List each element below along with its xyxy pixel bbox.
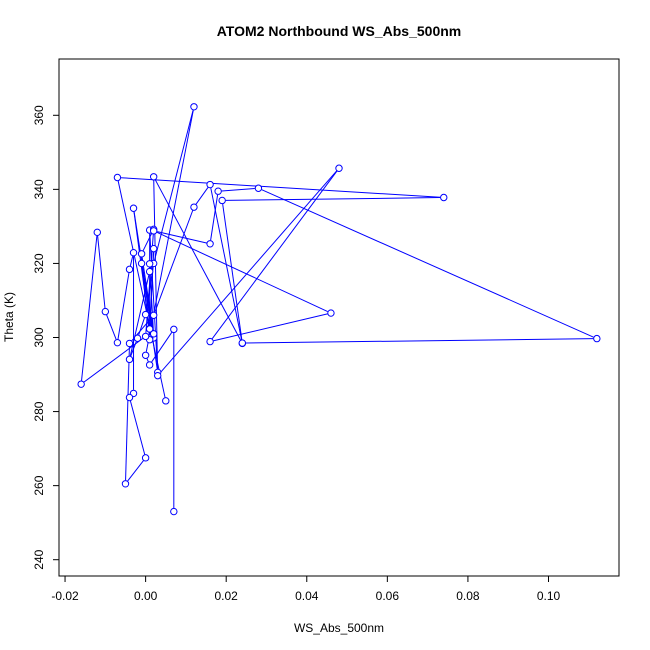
y-tick-label: 280 xyxy=(32,401,46,421)
series-line-segment xyxy=(154,179,242,341)
series-line-segment xyxy=(83,338,144,383)
data-point xyxy=(214,187,222,195)
series-line-segment xyxy=(222,203,243,340)
y-tick-label: 340 xyxy=(32,179,46,199)
data-point xyxy=(145,361,154,369)
x-tick-label: 0.10 xyxy=(537,589,561,603)
series-line-segment xyxy=(81,235,98,381)
y-axis-label: Theta (K) xyxy=(2,292,16,342)
data-point xyxy=(137,250,146,258)
series-line-segment xyxy=(159,170,338,374)
x-axis-label: WS_Abs_500nm xyxy=(294,621,384,635)
series-line-segment xyxy=(141,266,150,335)
data-point xyxy=(149,244,158,253)
data-point xyxy=(170,325,178,334)
data-point xyxy=(145,325,154,333)
data-point xyxy=(238,339,247,347)
data-point xyxy=(145,267,154,276)
series-line-segment xyxy=(117,272,130,340)
data-point xyxy=(125,339,134,348)
series-line-segment xyxy=(149,233,159,369)
data-point xyxy=(327,309,335,317)
series-line-segment xyxy=(157,231,207,244)
x-tick-label: 0.08 xyxy=(456,589,480,603)
data-point xyxy=(125,355,134,364)
data-point xyxy=(113,173,122,182)
data-point xyxy=(206,180,214,189)
x-tick-label: -0.02 xyxy=(51,589,79,603)
data-point xyxy=(137,259,146,268)
plot-area xyxy=(77,103,601,516)
data-point xyxy=(141,454,150,462)
series-line-segment xyxy=(127,460,144,482)
series-line-segment xyxy=(117,180,166,398)
series-line-segment xyxy=(154,210,194,313)
data-point xyxy=(133,334,142,342)
series-line-segment xyxy=(106,314,117,340)
x-tick-label: 0.00 xyxy=(134,589,158,603)
data-point xyxy=(77,380,85,388)
series-line-segment xyxy=(129,256,134,266)
data-point xyxy=(149,227,158,235)
y-tick-label: 300 xyxy=(32,327,46,347)
x-axis: -0.02 0.00 0.02 0.04 0.06 0.08 0.10 xyxy=(51,575,561,603)
data-point xyxy=(125,393,134,402)
series-line-segment xyxy=(225,197,441,201)
series-line-segment xyxy=(97,235,106,309)
data-point xyxy=(129,248,138,257)
data-point xyxy=(121,480,130,488)
data-point xyxy=(254,184,263,192)
data-point xyxy=(141,332,150,341)
data-point xyxy=(149,330,158,338)
series-line-segment xyxy=(154,110,194,261)
data-point xyxy=(93,228,101,237)
y-tick-label: 260 xyxy=(32,475,46,495)
series-line-segment xyxy=(125,347,130,481)
data-point xyxy=(162,397,170,405)
series-line-segment xyxy=(213,313,328,342)
series-line-segment xyxy=(245,338,594,344)
data-point xyxy=(335,164,343,172)
y-tick-label: 360 xyxy=(32,105,46,125)
data-point xyxy=(170,507,178,516)
data-point xyxy=(149,173,158,181)
y-axis: 240 260 280 300 320 340 360 xyxy=(32,105,60,570)
data-point xyxy=(125,265,134,274)
data-point xyxy=(206,337,214,346)
series-line-segment xyxy=(156,231,328,312)
data-point xyxy=(593,334,601,343)
x-tick-label: 0.02 xyxy=(215,589,239,603)
data-point xyxy=(149,311,158,319)
series-line-segment xyxy=(142,232,153,251)
series-line-segment xyxy=(261,189,594,338)
data-point xyxy=(190,203,198,211)
data-point xyxy=(141,310,150,319)
data-point xyxy=(206,240,214,248)
data-point xyxy=(154,371,162,380)
x-tick-label: 0.04 xyxy=(295,589,319,603)
series-line-segment xyxy=(129,400,146,455)
chart-title: ATOM2 Northbound WS_Abs_500nm xyxy=(217,23,462,39)
data-point xyxy=(101,307,110,316)
series-line-segment xyxy=(210,194,219,241)
data-point xyxy=(129,204,138,212)
y-tick-label: 320 xyxy=(32,253,46,273)
data-point xyxy=(440,193,448,202)
series-line-segment xyxy=(195,187,209,205)
data-point xyxy=(190,103,198,111)
x-tick-label: 0.06 xyxy=(376,589,400,603)
data-point xyxy=(113,338,122,347)
series-line-segment xyxy=(146,358,149,362)
data-point xyxy=(218,196,226,205)
series-line-segment xyxy=(120,177,441,198)
data-point xyxy=(141,351,150,359)
series-line-segment xyxy=(221,188,255,192)
y-tick-label: 240 xyxy=(32,549,46,569)
data-point xyxy=(145,260,154,268)
series-line-segment xyxy=(153,180,159,373)
